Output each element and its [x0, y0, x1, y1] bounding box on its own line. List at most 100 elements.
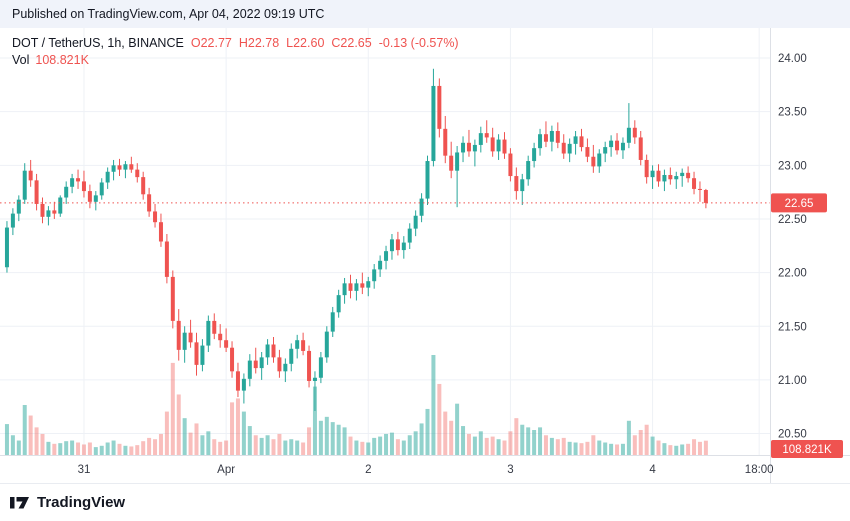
volume-bar — [147, 437, 152, 455]
volume-bar — [253, 435, 258, 455]
volume-bar — [105, 442, 110, 455]
candle-body — [662, 174, 667, 182]
volume-bar — [230, 402, 235, 455]
candle-body — [609, 140, 614, 148]
candle-body — [4, 227, 9, 268]
candle-body — [603, 147, 608, 154]
volume-bar — [141, 441, 146, 455]
symbol-title: DOT / TetherUS, 1h, BINANCE — [12, 36, 184, 50]
candle-body — [46, 210, 51, 217]
candle-body — [176, 320, 181, 350]
price-tick-label: 23.50 — [778, 107, 807, 119]
candle-body — [686, 172, 691, 179]
candle-body — [680, 172, 685, 177]
candle-body — [212, 320, 217, 334]
candle-body — [532, 148, 537, 162]
volume-bar — [520, 424, 525, 455]
volume-bar — [538, 427, 543, 455]
volume-bar — [668, 445, 673, 455]
candle-body — [615, 140, 620, 151]
candle-body — [597, 153, 602, 167]
volume-bar — [307, 427, 312, 455]
candle-body — [230, 347, 235, 372]
volume-bar — [703, 440, 708, 455]
volume-bar — [514, 418, 519, 455]
price-chart-svg: 24.00 23.50 23.00 22.50 22.00 21.50 21.00 20.50… — [0, 28, 850, 483]
candle-body — [484, 133, 489, 138]
candle-body — [40, 203, 45, 217]
candle-body — [271, 344, 276, 358]
volume-bar — [372, 437, 377, 455]
volume-bar — [348, 436, 353, 455]
last-price-badge — [771, 193, 827, 213]
volume-bar — [10, 435, 15, 455]
candle-body — [28, 170, 33, 181]
candle-body — [206, 320, 211, 346]
volume-bar — [526, 427, 531, 455]
candle-body — [135, 169, 140, 178]
time-tick-label: 2 — [365, 464, 371, 476]
volume-bar — [644, 424, 649, 455]
candle-body — [579, 136, 584, 148]
volume-bar — [164, 411, 169, 455]
candle-body — [235, 371, 240, 391]
volume-badge-text: 108.821K — [782, 444, 832, 456]
volume-bar — [697, 441, 702, 455]
candle-body — [449, 155, 454, 171]
volume-bar — [401, 440, 406, 455]
candle-body — [549, 130, 554, 142]
brand-text: TradingView — [37, 494, 126, 511]
candle-body — [348, 283, 353, 291]
volume-bar — [490, 436, 495, 455]
volume-bar — [200, 435, 205, 455]
volume-bar — [129, 446, 134, 455]
volume-bar — [342, 427, 347, 455]
volume-bar — [591, 435, 596, 455]
ohlc-high: H22.78 — [238, 36, 280, 50]
candle-body — [324, 331, 329, 358]
candle-body — [697, 188, 702, 191]
volume-bar — [312, 386, 317, 455]
tradingview-logo-icon — [10, 494, 30, 512]
candle-body — [561, 142, 566, 154]
candle-body — [395, 239, 400, 251]
volume-bar — [52, 443, 57, 455]
candle-body — [34, 180, 39, 204]
volume-label: Vol — [12, 53, 30, 67]
candle-body — [301, 340, 306, 351]
candle-body — [318, 357, 323, 378]
volume-bar — [153, 439, 158, 455]
volume-bar — [224, 440, 229, 455]
volume-bar — [188, 432, 193, 455]
volume-bar — [407, 435, 412, 455]
volume-bar — [632, 435, 637, 455]
chart-surface[interactable] — [0, 28, 770, 455]
candle-body — [99, 182, 104, 196]
candle-body — [389, 239, 394, 252]
volume-bar — [609, 443, 614, 455]
candle-body — [164, 241, 169, 277]
volume-bar — [99, 445, 104, 455]
candle-body — [188, 332, 193, 343]
price-axis[interactable] — [770, 28, 850, 455]
tradingview-link[interactable]: TradingView — [10, 494, 125, 512]
legend-row-symbol: DOT / TetherUS, 1h, BINANCE O22.77 H22.78 L… — [12, 35, 459, 52]
volume-bar — [58, 443, 63, 455]
candle-body — [354, 283, 359, 291]
time-tick-label: Apr — [217, 464, 235, 476]
time-tick-label: 31 — [78, 464, 91, 476]
candle-body — [81, 181, 86, 192]
candle-body — [16, 199, 21, 214]
volume-bar — [384, 433, 389, 455]
candle-body — [638, 137, 643, 160]
volume-bar — [247, 426, 252, 455]
time-tick-label: 18:00 — [745, 464, 774, 476]
candle-body — [336, 295, 341, 313]
candle-body — [567, 143, 572, 154]
candle-body — [22, 170, 27, 200]
candle-body — [384, 251, 389, 261]
volume-bar — [76, 442, 81, 455]
time-axis[interactable] — [0, 455, 770, 483]
volume-bar — [615, 444, 620, 455]
volume-bar — [194, 423, 199, 455]
